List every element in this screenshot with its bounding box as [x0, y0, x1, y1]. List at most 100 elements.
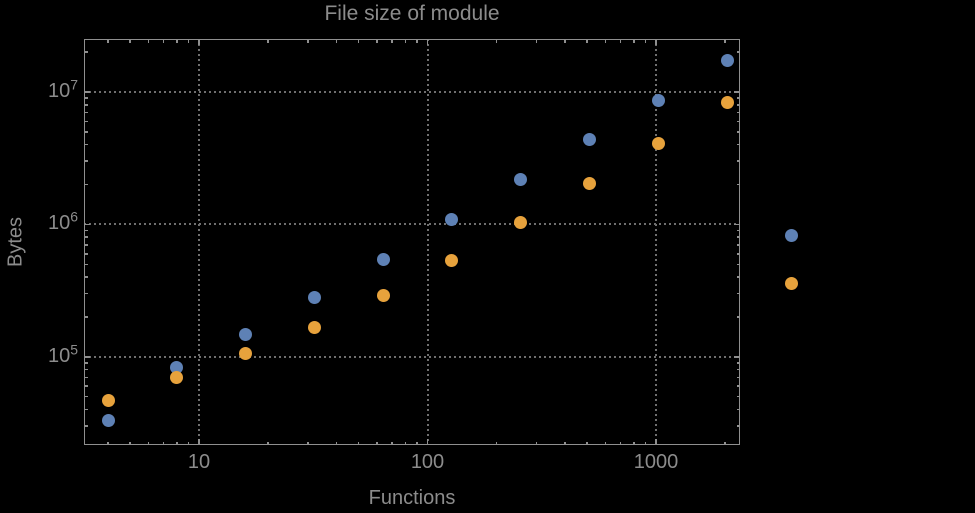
- y-tick-mark: [84, 408, 88, 411]
- x-tick-mark: [335, 441, 338, 445]
- x-tick-label: 100: [410, 451, 445, 473]
- y-tick-mark: [734, 356, 740, 358]
- y-tick-mark: [84, 223, 90, 226]
- y-tick-mark: [736, 425, 740, 427]
- x-tick-mark: [404, 441, 407, 445]
- data-point-series-orange: [445, 253, 459, 267]
- x-tick-mark: [267, 39, 269, 43]
- x-tick-mark: [376, 39, 378, 43]
- x-tick-mark: [187, 441, 190, 445]
- y-tick-mark: [734, 91, 740, 93]
- gridline-vertical: [426, 39, 429, 445]
- y-tick-mark: [736, 183, 740, 186]
- x-tick-mark: [147, 39, 150, 43]
- y-tick-mark: [736, 111, 740, 114]
- outside-marker-series-blue: [784, 228, 798, 242]
- x-tick-mark: [535, 441, 538, 445]
- y-tick-mark: [84, 292, 88, 295]
- y-tick-mark: [84, 183, 88, 186]
- y-tick-mark: [84, 111, 88, 114]
- y-tick-mark: [736, 97, 740, 99]
- x-tick-mark: [633, 39, 635, 43]
- y-tick-mark: [736, 263, 740, 265]
- data-point-series-orange: [307, 320, 321, 334]
- gridline-horizontal: [84, 355, 740, 358]
- x-tick-mark: [129, 39, 131, 43]
- y-tick-mark: [84, 263, 88, 265]
- data-point-series-blue: [376, 252, 390, 266]
- data-point-series-orange: [376, 289, 390, 303]
- y-tick-mark: [736, 120, 740, 123]
- x-tick-mark: [267, 441, 269, 445]
- y-tick-mark: [84, 356, 90, 358]
- x-tick-mark: [655, 39, 657, 45]
- x-tick-mark: [416, 441, 418, 445]
- x-tick-mark: [495, 39, 498, 43]
- y-tick-mark: [736, 244, 740, 246]
- x-tick-mark: [107, 39, 109, 43]
- y-tick-base: 10: [47, 212, 71, 235]
- y-tick-mark: [84, 104, 88, 106]
- plot-frame: [84, 39, 740, 445]
- y-tick-label: 107: [48, 77, 78, 103]
- x-tick-mark: [619, 39, 622, 43]
- x-tick-mark: [586, 441, 588, 445]
- x-tick-mark: [535, 39, 538, 43]
- x-tick-mark: [107, 441, 109, 445]
- y-tick-mark: [736, 276, 740, 278]
- y-tick-mark: [84, 395, 88, 398]
- y-tick-mark: [84, 385, 88, 387]
- x-tick-mark: [176, 39, 178, 43]
- x-tick-mark: [335, 39, 338, 43]
- data-point-series-blue: [514, 172, 528, 186]
- y-tick-mark: [734, 223, 740, 226]
- y-tick-mark: [736, 104, 740, 106]
- y-tick-mark: [84, 244, 88, 246]
- y-tick-mark: [84, 368, 88, 371]
- x-tick-mark: [633, 441, 635, 445]
- y-tick-mark: [736, 51, 740, 53]
- y-tick-mark: [84, 253, 88, 255]
- x-tick-mark: [655, 439, 657, 445]
- data-point-series-blue: [583, 132, 597, 146]
- data-point-series-blue: [445, 212, 459, 226]
- y-tick-mark: [736, 408, 740, 411]
- x-tick-mark: [426, 439, 429, 445]
- x-tick-mark: [198, 39, 200, 45]
- x-tick-mark: [724, 441, 726, 445]
- y-tick-mark: [84, 236, 88, 238]
- x-tick-mark: [198, 439, 200, 445]
- y-tick-mark: [84, 143, 88, 146]
- data-point-series-orange: [101, 393, 115, 407]
- y-tick-mark: [736, 236, 740, 238]
- x-tick-mark: [129, 441, 131, 445]
- y-tick-mark: [84, 51, 88, 53]
- x-tick-mark: [162, 441, 165, 445]
- x-tick-mark: [176, 441, 178, 445]
- x-tick-mark: [391, 441, 393, 445]
- data-point-series-blue: [307, 291, 321, 305]
- x-tick-label: 1000: [633, 451, 679, 473]
- y-tick-exponent: 7: [70, 76, 78, 93]
- x-tick-mark: [357, 39, 360, 43]
- data-point-series-orange: [239, 347, 253, 361]
- y-tick-mark: [736, 229, 740, 232]
- x-tick-label: 10: [187, 451, 211, 473]
- x-tick-mark: [619, 441, 622, 445]
- y-tick-mark: [736, 395, 740, 398]
- x-tick-mark: [147, 441, 150, 445]
- data-point-series-orange: [583, 176, 597, 190]
- y-tick-mark: [84, 316, 88, 318]
- y-tick-mark: [736, 385, 740, 387]
- data-point-series-blue: [170, 361, 184, 374]
- y-tick-mark: [736, 368, 740, 371]
- y-tick-mark: [84, 160, 88, 162]
- gridline-vertical: [655, 39, 657, 445]
- x-tick-mark: [357, 441, 360, 445]
- x-tick-mark: [724, 39, 726, 43]
- data-point-series-blue: [651, 93, 665, 107]
- outside-marker-series-orange: [784, 277, 798, 291]
- y-tick-mark: [736, 316, 740, 318]
- y-tick-mark: [84, 276, 88, 278]
